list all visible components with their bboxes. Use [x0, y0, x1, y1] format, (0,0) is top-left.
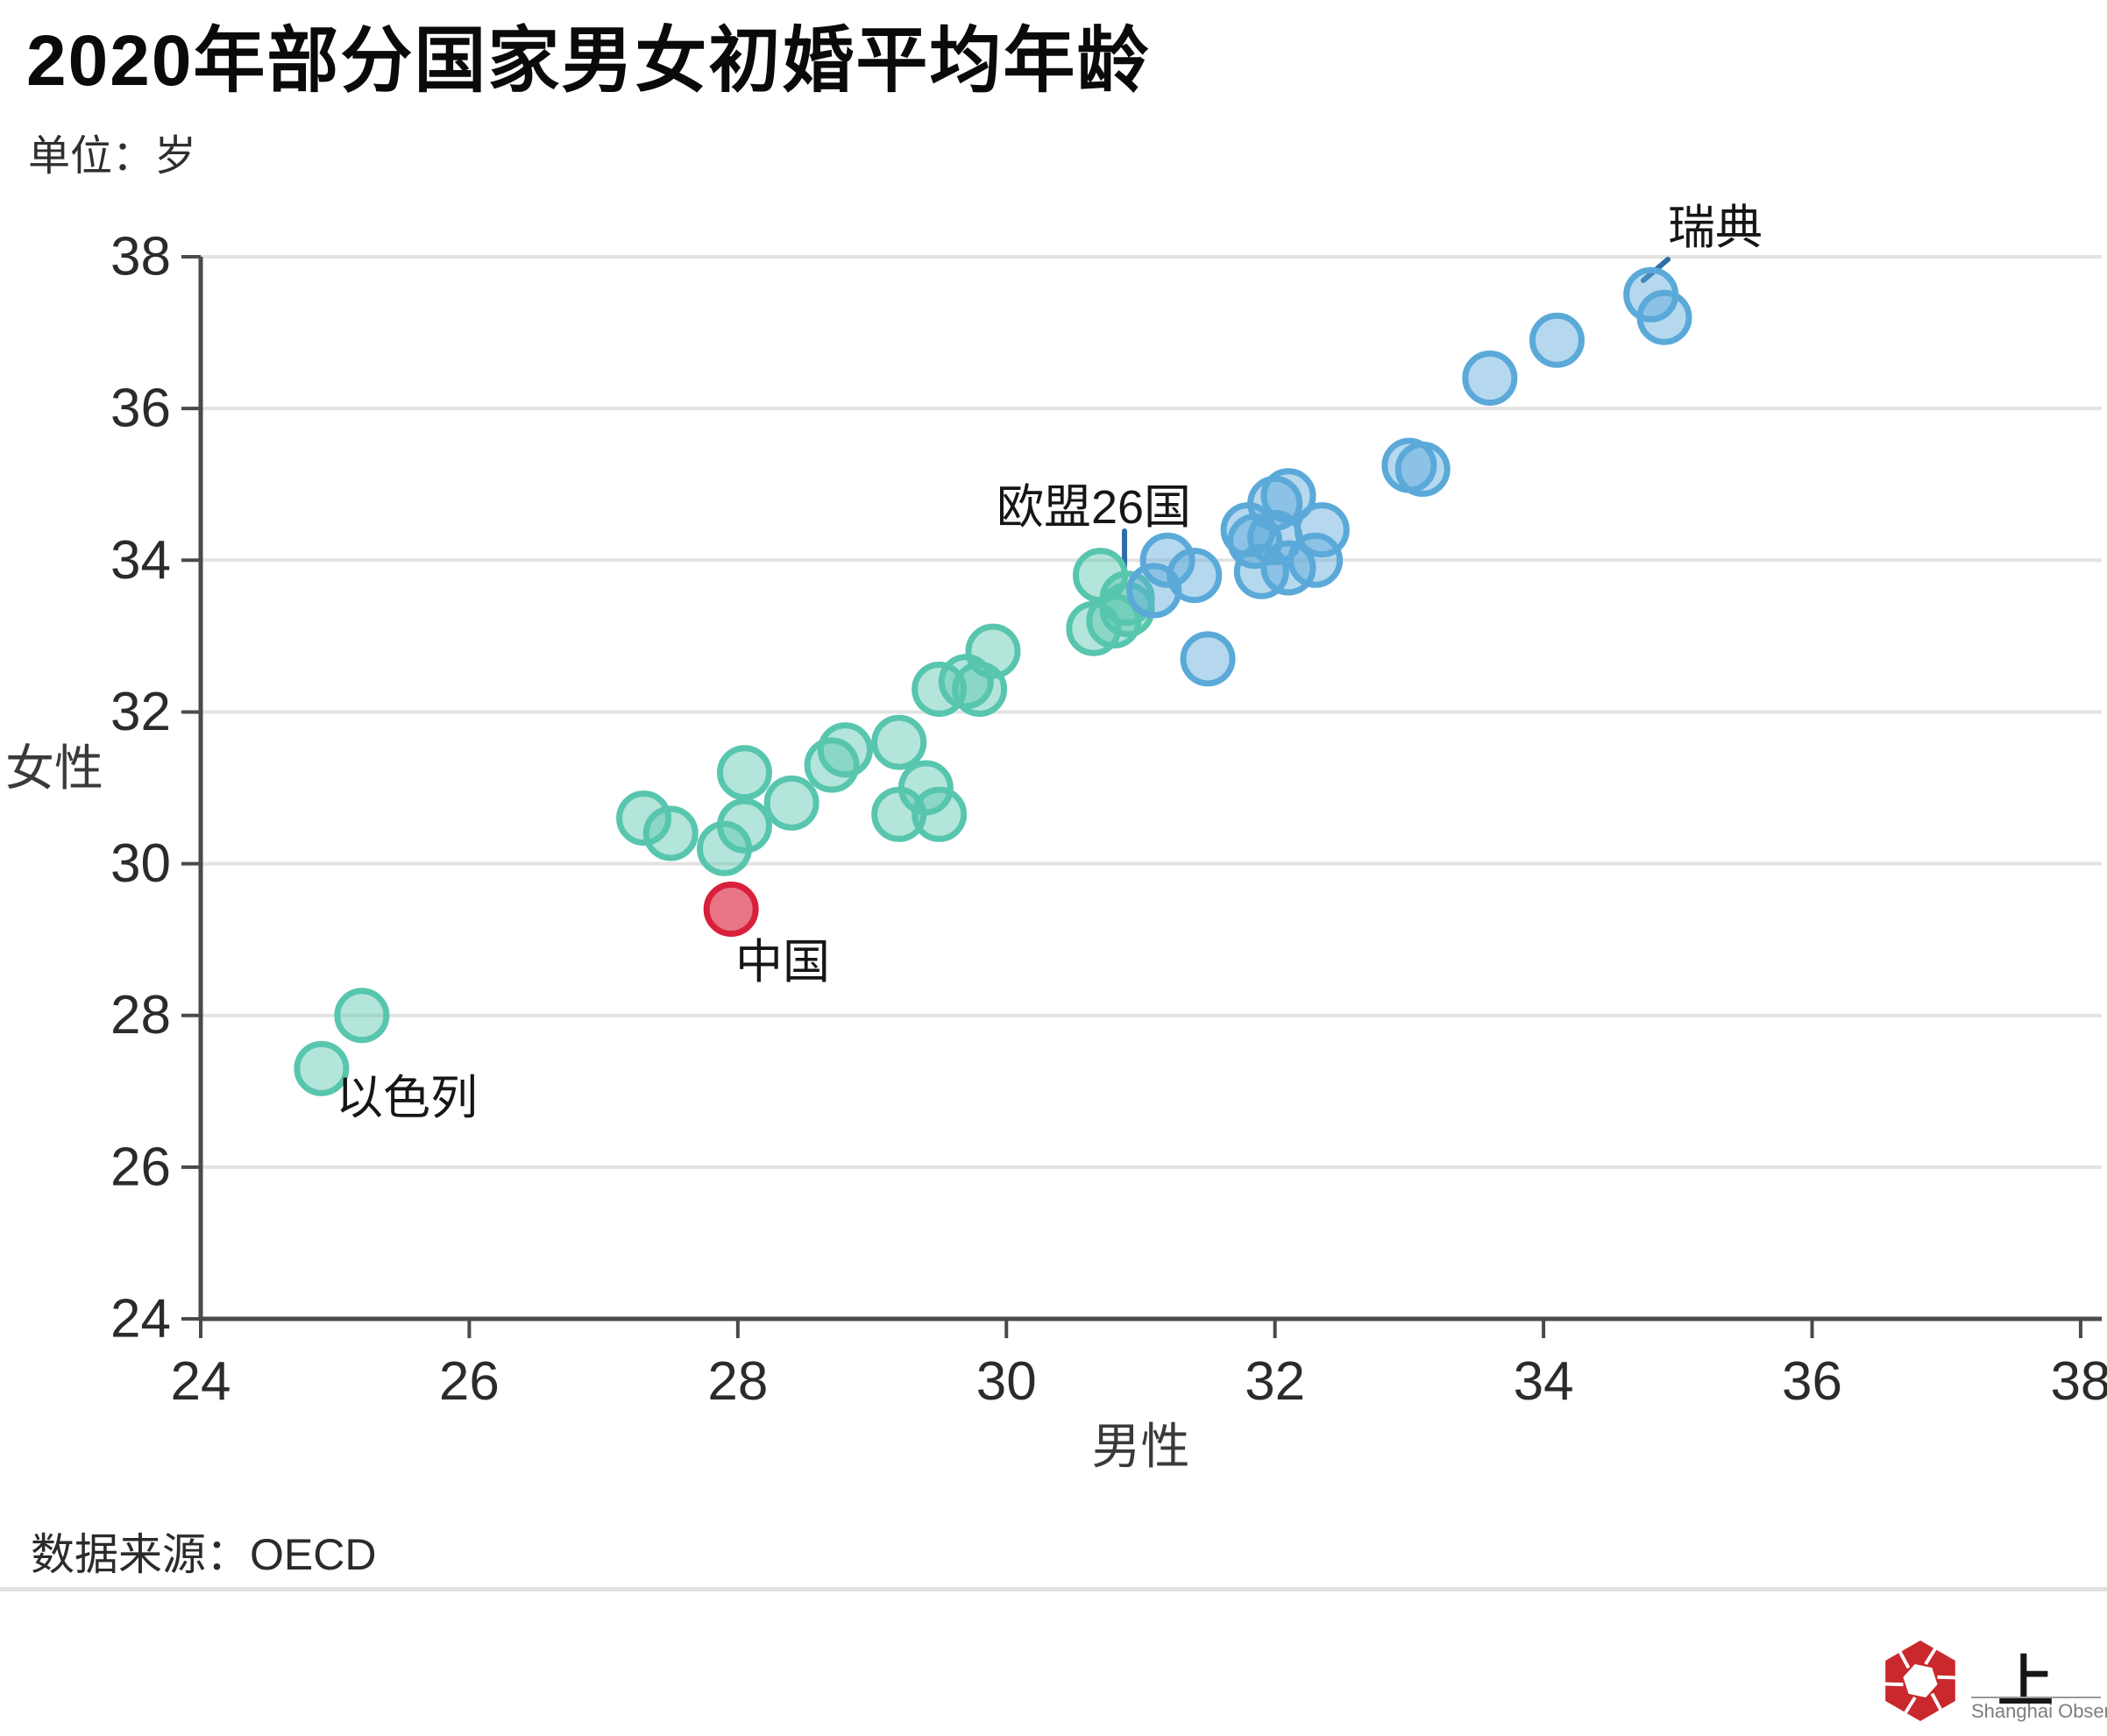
- scatter-point-blue-countries: [1288, 532, 1344, 588]
- scatter-point-china: [703, 882, 759, 938]
- x-tick-label-24: 24: [171, 1351, 231, 1412]
- data-source: 数据来源：OECD: [31, 1520, 376, 1583]
- scatter-point-teal-countries: [763, 775, 819, 831]
- x-tick-label-38: 38: [2050, 1351, 2107, 1412]
- x-tick-label-36: 36: [1782, 1351, 1842, 1412]
- scatter-point-teal-countries: [334, 988, 390, 1044]
- scatter-point-teal-countries: [616, 790, 672, 847]
- scatter-point-blue-countries: [1260, 468, 1316, 524]
- scatter-point-teal-countries: [912, 786, 968, 842]
- scatter-point-teal-countries: [817, 722, 873, 778]
- y-tick-label-24: 24: [110, 1289, 171, 1350]
- scatter-point-teal-countries: [897, 760, 954, 816]
- y-tick-label-26: 26: [110, 1137, 171, 1197]
- aperture-logo-icon: [1878, 1640, 1962, 1721]
- scatter-point-blue-countries: [1394, 441, 1451, 497]
- logo-text-cn: 上观: [1997, 1651, 2076, 1736]
- scatter-point-blue-countries: [1636, 289, 1692, 345]
- x-tick-label-28: 28: [707, 1351, 768, 1412]
- footer-divider: [0, 1587, 2107, 1591]
- scatter-point-teal-countries: [294, 1040, 350, 1096]
- scatter-point-teal-countries: [642, 805, 699, 861]
- scatter-point-blue-countries: [1139, 532, 1195, 588]
- scatter-point-blue-countries: [1180, 631, 1236, 687]
- annotation-sweden: 瑞典: [1668, 202, 1763, 254]
- x-tick-label-32: 32: [1245, 1351, 1305, 1412]
- x-tick-label-30: 30: [976, 1351, 1037, 1412]
- scatter-point-teal-countries: [717, 797, 773, 854]
- scatter-point-teal-countries: [871, 714, 927, 770]
- y-tick-label-36: 36: [110, 379, 171, 439]
- scatter-point-blue-countries: [1529, 312, 1585, 368]
- scatter-point-teal-countries: [717, 745, 773, 801]
- logo-text-en: Shanghai Observer: [1971, 1700, 2107, 1722]
- annotation-china: 中国: [735, 936, 830, 988]
- y-tick-label-34: 34: [110, 530, 171, 591]
- x-axis-title: 男性: [1091, 1421, 1189, 1475]
- annotation-eu26: 欧盟26国: [997, 481, 1191, 534]
- x-tick-label-34: 34: [1514, 1351, 1574, 1412]
- unit-label: 单位：岁: [28, 133, 197, 180]
- logo-rule: [1971, 1697, 2101, 1698]
- y-tick-label-30: 30: [110, 833, 171, 894]
- y-tick-label-32: 32: [110, 682, 171, 742]
- scatter-point-blue-countries: [1167, 548, 1223, 604]
- annotation-israel: 以色列: [336, 1072, 478, 1124]
- y-tick-label-28: 28: [110, 985, 171, 1045]
- scatter-point-blue-countries: [1462, 351, 1518, 407]
- data-source-value: OECD: [250, 1530, 377, 1579]
- y-tick-label-38: 38: [110, 227, 171, 287]
- shanghai-observer-logo: 上观 Shanghai Observer: [1878, 1637, 2107, 1736]
- y-axis-title: 女性: [5, 742, 103, 797]
- data-source-prefix: 数据来源：: [31, 1530, 250, 1579]
- page-title: 2020年部分国家男女初婚平均年龄: [26, 21, 1151, 101]
- scatter-point-teal-countries: [965, 623, 1021, 679]
- x-tick-label-26: 26: [439, 1351, 500, 1412]
